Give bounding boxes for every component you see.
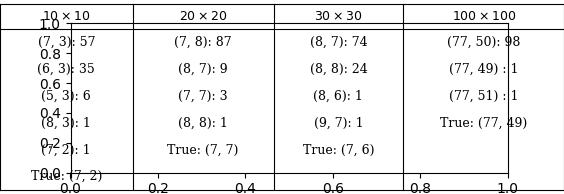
Text: (8, 3): 1: (8, 3): 1	[41, 116, 91, 130]
Text: True: (7, 7): True: (7, 7)	[168, 143, 239, 156]
Text: (7, 7): 3: (7, 7): 3	[178, 90, 228, 103]
Text: $30 \times 30$: $30 \times 30$	[314, 10, 363, 23]
Text: (77, 50): 98: (77, 50): 98	[447, 36, 521, 49]
Text: True: (7, 2): True: (7, 2)	[30, 170, 102, 183]
Text: (8, 7): 74: (8, 7): 74	[310, 36, 367, 49]
Text: (7, 8): 87: (7, 8): 87	[174, 36, 232, 49]
Text: (8, 6): 1: (8, 6): 1	[314, 90, 363, 103]
Text: (77, 49) : 1: (77, 49) : 1	[449, 63, 518, 76]
Text: (77, 51) : 1: (77, 51) : 1	[449, 90, 518, 103]
Text: (8, 8): 1: (8, 8): 1	[178, 116, 228, 130]
Text: True: (7, 6): True: (7, 6)	[303, 143, 374, 156]
Text: $20 \times 20$: $20 \times 20$	[179, 10, 227, 23]
Text: $100 \times 100$: $100 \times 100$	[452, 10, 515, 23]
Text: $10 \times 10$: $10 \times 10$	[42, 10, 90, 23]
Text: (8, 7): 9: (8, 7): 9	[178, 63, 228, 76]
Text: (8, 8): 24: (8, 8): 24	[310, 63, 367, 76]
Text: (5, 3): 6: (5, 3): 6	[41, 90, 91, 103]
Text: (9, 7): 1: (9, 7): 1	[314, 116, 363, 130]
Text: (7, 2): 1: (7, 2): 1	[42, 143, 91, 156]
Text: (7, 3): 57: (7, 3): 57	[38, 36, 95, 49]
Text: True: (77, 49): True: (77, 49)	[440, 116, 527, 130]
Text: (6, 3): 35: (6, 3): 35	[37, 63, 95, 76]
